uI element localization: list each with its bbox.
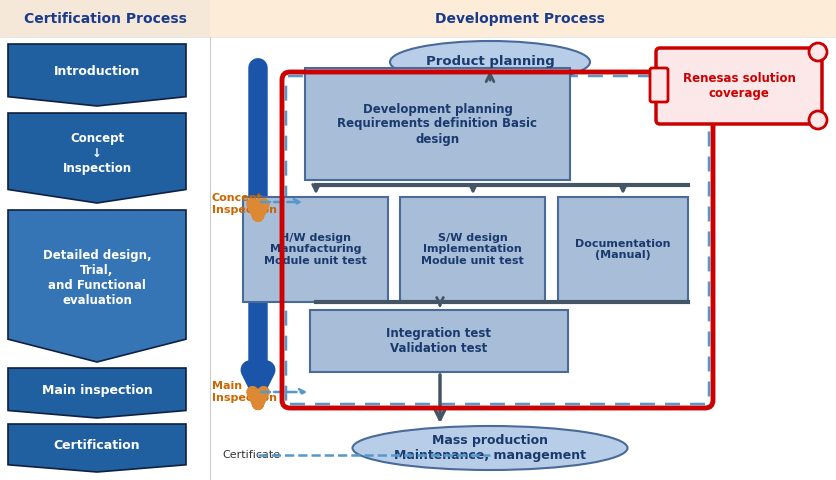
Text: Introduction: Introduction	[54, 65, 140, 78]
Text: Concept
Inspection: Concept Inspection	[212, 193, 277, 215]
Ellipse shape	[390, 41, 589, 83]
FancyBboxPatch shape	[210, 0, 836, 37]
Text: Certification: Certification	[54, 439, 140, 452]
FancyBboxPatch shape	[309, 310, 568, 372]
Text: S/W design
Implementation
Module unit test: S/W design Implementation Module unit te…	[421, 233, 523, 266]
Text: Certificate: Certificate	[222, 450, 280, 460]
Polygon shape	[8, 210, 186, 362]
Polygon shape	[8, 113, 186, 203]
FancyBboxPatch shape	[400, 197, 544, 302]
Polygon shape	[8, 368, 186, 418]
Text: Development planning
Requirements definition Basic
design: Development planning Requirements defini…	[337, 103, 537, 145]
FancyBboxPatch shape	[242, 197, 388, 302]
Ellipse shape	[352, 426, 627, 470]
Text: Detailed design,
Trial,
and Functional
evaluation: Detailed design, Trial, and Functional e…	[43, 250, 151, 307]
Text: Main
Inspection: Main Inspection	[212, 381, 277, 403]
FancyBboxPatch shape	[304, 68, 569, 180]
FancyBboxPatch shape	[558, 197, 687, 302]
Polygon shape	[8, 424, 186, 472]
Text: Mass production
Maintenance, management: Mass production Maintenance, management	[394, 434, 585, 462]
Circle shape	[808, 43, 826, 61]
Text: Main inspection: Main inspection	[42, 384, 152, 397]
Text: Product planning: Product planning	[426, 56, 553, 69]
Text: Renesas solution
coverage: Renesas solution coverage	[681, 72, 794, 100]
Text: Development Process: Development Process	[435, 12, 604, 26]
FancyBboxPatch shape	[655, 48, 821, 124]
Text: Integration test
Validation test: Integration test Validation test	[386, 327, 491, 355]
Circle shape	[808, 111, 826, 129]
Text: H/W design
Manufacturing
Module unit test: H/W design Manufacturing Module unit tes…	[264, 233, 366, 266]
Text: Certification Process: Certification Process	[23, 12, 186, 26]
Polygon shape	[8, 44, 186, 106]
FancyBboxPatch shape	[0, 0, 210, 37]
Text: Concept
↓
Inspection: Concept ↓ Inspection	[63, 132, 131, 175]
FancyBboxPatch shape	[650, 68, 667, 102]
Text: Documentation
(Manual): Documentation (Manual)	[574, 239, 670, 260]
